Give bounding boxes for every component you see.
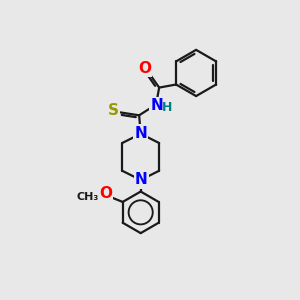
Text: CH₃: CH₃ — [77, 191, 99, 202]
Text: N: N — [135, 172, 148, 188]
Text: N: N — [151, 98, 163, 113]
Text: S: S — [107, 103, 118, 118]
Text: H: H — [162, 101, 172, 114]
Text: N: N — [134, 125, 147, 140]
Text: O: O — [138, 61, 151, 76]
Text: O: O — [99, 186, 112, 201]
